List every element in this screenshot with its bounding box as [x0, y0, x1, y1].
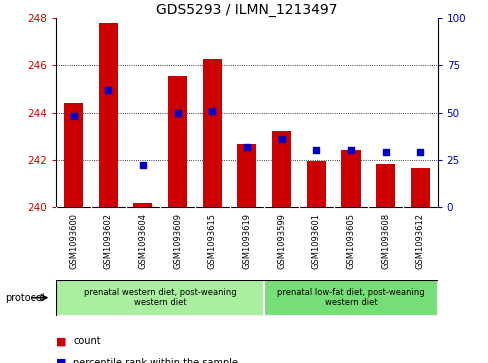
Point	[243, 144, 250, 150]
Text: GSM1093612: GSM1093612	[415, 213, 424, 269]
Point	[69, 113, 77, 119]
Text: prenatal western diet, post-weaning
western diet: prenatal western diet, post-weaning west…	[84, 288, 236, 307]
Bar	[306, 161, 325, 207]
Text: percentile rank within the sample: percentile rank within the sample	[73, 358, 238, 363]
Text: ■: ■	[56, 336, 66, 346]
Point	[381, 149, 389, 155]
Text: GSM1093602: GSM1093602	[103, 213, 113, 269]
Point	[416, 149, 424, 155]
Bar	[264, 280, 437, 316]
Text: GSM1093608: GSM1093608	[380, 213, 389, 269]
Bar	[133, 203, 152, 207]
Point	[208, 108, 216, 114]
Point	[173, 110, 181, 115]
Point	[104, 87, 112, 93]
Bar	[168, 76, 187, 207]
Bar	[341, 150, 360, 207]
Text: count: count	[73, 336, 101, 346]
Text: GSM1093599: GSM1093599	[277, 213, 285, 269]
Text: protocol: protocol	[5, 293, 44, 303]
Bar	[64, 103, 83, 207]
Bar	[203, 60, 222, 207]
Text: GSM1093605: GSM1093605	[346, 213, 355, 269]
Text: prenatal low-fat diet, post-weaning
western diet: prenatal low-fat diet, post-weaning west…	[277, 288, 424, 307]
Point	[277, 136, 285, 142]
Point	[312, 147, 320, 153]
Bar	[56, 280, 264, 316]
Text: GSM1093600: GSM1093600	[69, 213, 78, 269]
Bar	[271, 131, 290, 207]
Text: ■: ■	[56, 358, 66, 363]
Bar	[99, 23, 118, 207]
Bar	[237, 144, 256, 207]
Text: GSM1093604: GSM1093604	[138, 213, 147, 269]
Point	[139, 163, 146, 168]
Text: GSM1093601: GSM1093601	[311, 213, 320, 269]
Text: GSM1093619: GSM1093619	[242, 213, 251, 269]
Bar	[410, 168, 429, 207]
Text: GSM1093615: GSM1093615	[207, 213, 216, 269]
Text: GSM1093609: GSM1093609	[173, 213, 182, 269]
Point	[346, 147, 354, 153]
Title: GDS5293 / ILMN_1213497: GDS5293 / ILMN_1213497	[156, 3, 337, 17]
Bar	[375, 164, 394, 207]
